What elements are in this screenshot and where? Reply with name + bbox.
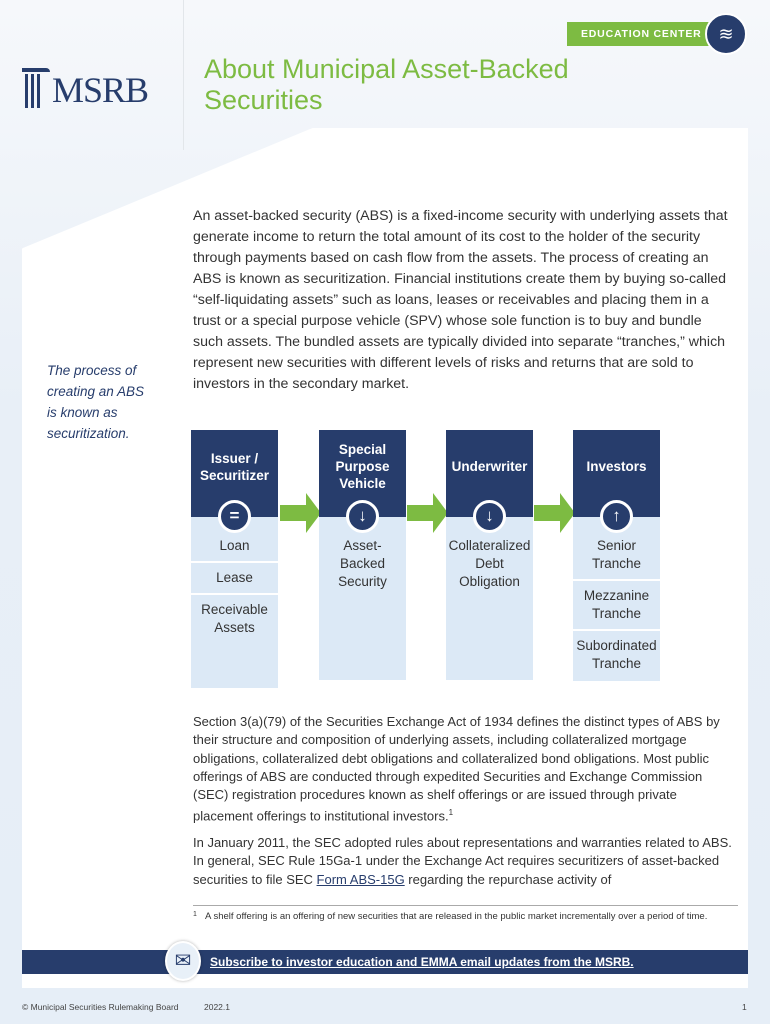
flow-step-issuer: Issuer / Securitizer = Loan Lease Receiv… — [191, 430, 278, 688]
arrow-right-icon — [407, 493, 448, 533]
books-stack-icon: ≋ — [705, 13, 747, 55]
equals-icon: = — [218, 500, 251, 533]
flow-step-investors: Investors ↑ Senior Tranche Mezzanine Tra… — [573, 430, 660, 681]
footer-version: 2022.1 — [204, 1002, 230, 1012]
arrow-right-icon — [280, 493, 321, 533]
mail-icon[interactable]: ✉ — [165, 941, 201, 981]
arrow-down-icon: ↓ — [473, 500, 506, 533]
logo-text: MSRB — [52, 70, 149, 110]
page-number: 1 — [742, 1002, 747, 1012]
intro-paragraph: An asset-backed security (ABS) is a fixe… — [193, 208, 728, 392]
footnote-divider — [193, 905, 738, 906]
msrb-logo[interactable]: MSRB — [22, 64, 149, 110]
footer-copyright: © Municipal Securities Rulemaking Board — [22, 1002, 179, 1012]
section-paragraph: Section 3(a)(79) of the Securities Excha… — [193, 714, 720, 824]
arrow-down-icon: ↓ — [346, 500, 379, 533]
header-divider — [183, 0, 184, 150]
subscribe-banner: Subscribe to investor education and EMMA… — [22, 950, 748, 974]
arrow-right-icon — [534, 493, 575, 533]
form-abs-15g-link[interactable]: Form ABS-15G — [316, 871, 405, 887]
page-title: About Municipal Asset-Backed Securities — [204, 54, 569, 115]
column-logo-icon — [22, 64, 50, 108]
arrow-up-icon: ↑ — [600, 500, 633, 533]
rules-paragraph: In January 2011, the SEC adopted rules a… — [193, 835, 732, 887]
pull-quote: The process of creating an ABS is known … — [47, 363, 145, 441]
flow-step-spv: Special Purpose Vehicle ↓ Asset-Backed S… — [319, 430, 406, 680]
subscribe-link[interactable]: Subscribe to investor education and EMMA… — [210, 955, 634, 969]
flow-step-underwriter: Underwriter ↓ Collateralized Debt Obliga… — [446, 430, 533, 680]
